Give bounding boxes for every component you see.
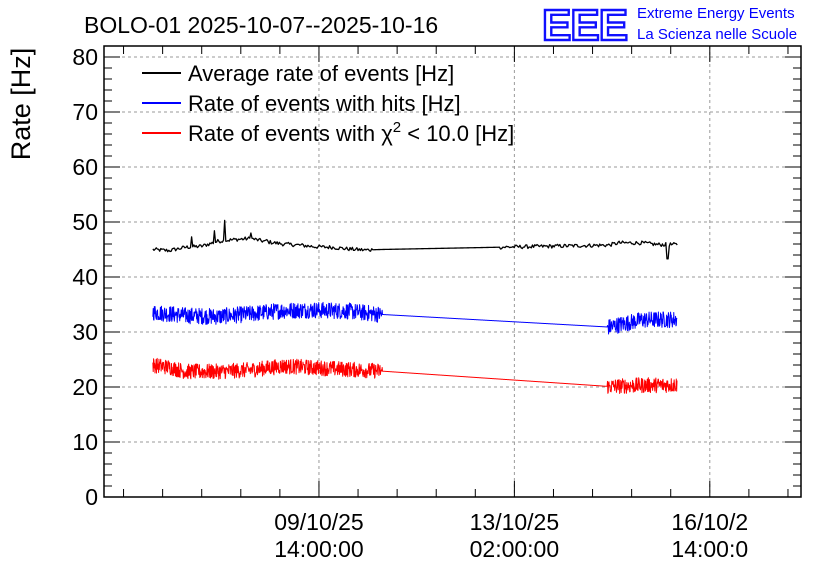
- y-axis-label: Rate [Hz]: [6, 48, 36, 161]
- x-tick-label-time: 14:00:00: [274, 536, 364, 562]
- legend-label-chi2: Rate of events with χ2 < 10.0 [Hz]: [188, 119, 514, 146]
- plot-frame: [103, 45, 802, 498]
- y-tick-label: 60: [72, 154, 98, 180]
- y-tick-label: 40: [72, 264, 98, 290]
- legend-chi2-prefix: Rate of events with: [188, 121, 381, 146]
- eee-logo-line2: La Scienza nelle Scuole: [637, 26, 797, 43]
- series-line-1: [152, 301, 678, 335]
- legend-label-hits: Rate of events with hits [Hz]: [188, 91, 461, 116]
- y-tick-label: 20: [72, 374, 98, 400]
- x-tick-label-date: 13/10/25: [470, 509, 560, 535]
- y-tick-label: 50: [72, 209, 98, 235]
- x-tick-label-time: 14:00:0: [671, 536, 748, 562]
- legend-chi2-superscript: 2: [393, 119, 401, 136]
- eee-logo: EEE Extreme Energy Events La Scienza nel…: [541, 0, 797, 51]
- y-tick-label: 80: [72, 44, 98, 70]
- axes: [103, 45, 802, 498]
- legend-chi2-suffix: < 10.0 [Hz]: [401, 121, 514, 146]
- series-line-2: [152, 357, 678, 395]
- y-tick-label: 70: [72, 99, 98, 125]
- eee-logo-mark: EEE: [542, 1, 627, 50]
- series-line-0: [152, 219, 678, 260]
- legend-chi2-symbol: χ: [381, 121, 393, 146]
- legend-label-average: Average rate of events [Hz]: [188, 61, 454, 86]
- grid: [104, 46, 801, 497]
- chart-title: BOLO-01 2025-10-07--2025-10-16: [84, 12, 438, 38]
- x-tick-label-date: 16/10/2: [671, 509, 748, 535]
- series-layer: [152, 219, 678, 395]
- y-tick-label: 0: [85, 484, 98, 510]
- y-tick-label: 30: [72, 319, 98, 345]
- x-tick-label-date: 09/10/25: [274, 509, 364, 535]
- eee-logo-line1: Extreme Energy Events: [637, 5, 795, 22]
- legend: Average rate of events [Hz] Rate of even…: [142, 61, 514, 146]
- y-tick-label: 10: [72, 429, 98, 455]
- x-tick-label-time: 02:00:00: [470, 536, 560, 562]
